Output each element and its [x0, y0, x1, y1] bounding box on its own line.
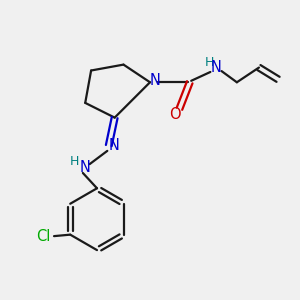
Text: N: N — [150, 73, 161, 88]
Text: H: H — [205, 56, 214, 69]
Text: O: O — [169, 107, 181, 122]
Text: N: N — [109, 138, 119, 153]
Text: H: H — [69, 155, 79, 168]
Text: Cl: Cl — [37, 229, 51, 244]
Text: N: N — [80, 160, 91, 175]
Text: N: N — [211, 60, 222, 75]
